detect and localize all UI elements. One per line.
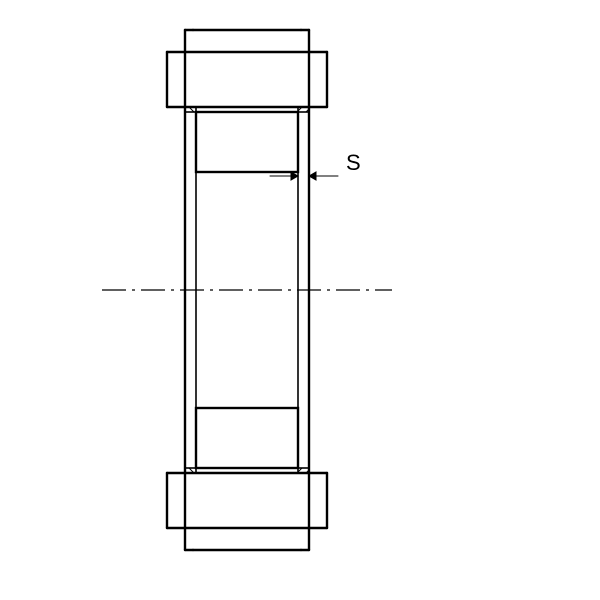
- bearing-cross-section: S: [0, 0, 600, 600]
- dimension-label-s: S: [346, 150, 361, 175]
